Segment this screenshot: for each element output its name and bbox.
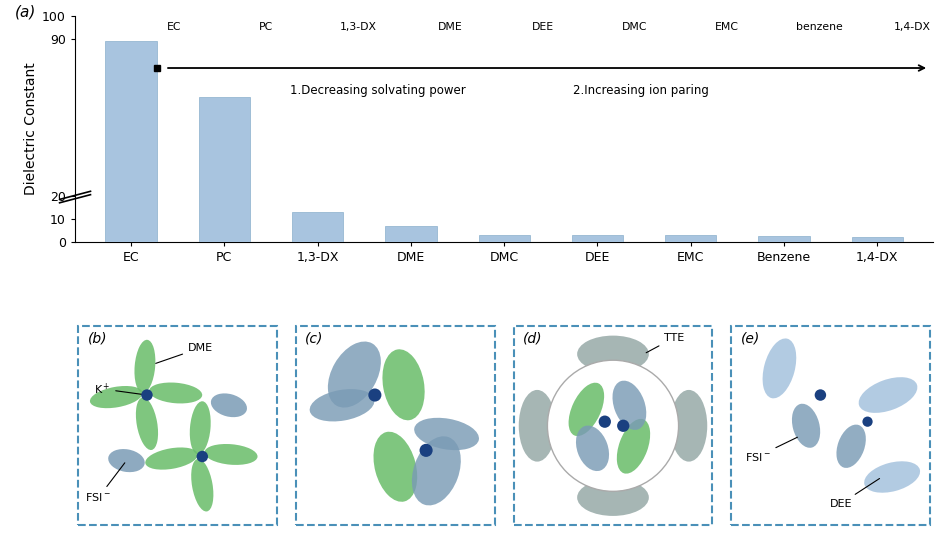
Ellipse shape: [108, 449, 144, 472]
Text: TTE: TTE: [646, 333, 685, 353]
Text: 1,3-DX: 1,3-DX: [340, 22, 377, 32]
Ellipse shape: [763, 338, 796, 398]
Circle shape: [369, 389, 382, 402]
Text: FSI$^-$: FSI$^-$: [745, 437, 797, 462]
FancyBboxPatch shape: [296, 327, 494, 525]
Text: (d): (d): [522, 331, 542, 345]
Ellipse shape: [577, 336, 649, 372]
Ellipse shape: [189, 401, 211, 454]
Bar: [292, 212, 343, 241]
Circle shape: [142, 389, 153, 401]
Circle shape: [419, 444, 432, 457]
Circle shape: [815, 389, 826, 401]
Bar: [759, 237, 809, 241]
Ellipse shape: [613, 381, 646, 430]
Ellipse shape: [837, 425, 866, 468]
Bar: [665, 235, 717, 241]
Text: (c): (c): [305, 331, 324, 345]
Text: PC: PC: [259, 22, 273, 32]
Text: (b): (b): [87, 331, 107, 345]
Ellipse shape: [383, 349, 425, 420]
Ellipse shape: [328, 342, 381, 407]
Circle shape: [862, 417, 872, 427]
Circle shape: [617, 420, 629, 432]
FancyBboxPatch shape: [79, 327, 277, 525]
Ellipse shape: [191, 459, 213, 512]
Text: DEE: DEE: [532, 22, 553, 32]
Ellipse shape: [671, 390, 707, 461]
Text: DMC: DMC: [622, 22, 648, 32]
Y-axis label: Dielectric Constant: Dielectric Constant: [24, 63, 38, 195]
Ellipse shape: [134, 340, 156, 393]
Text: K$^+$: K$^+$: [94, 381, 144, 397]
Bar: [478, 234, 530, 241]
Text: 1.Decreasing solvating power: 1.Decreasing solvating power: [290, 84, 465, 97]
Text: DME: DME: [438, 22, 463, 32]
Text: 2.Increasing ion paring: 2.Increasing ion paring: [573, 84, 709, 97]
Ellipse shape: [149, 383, 203, 404]
Text: (e): (e): [740, 331, 760, 345]
Ellipse shape: [864, 461, 920, 493]
Text: (a): (a): [15, 5, 37, 20]
Ellipse shape: [568, 383, 604, 436]
Ellipse shape: [415, 418, 479, 450]
Circle shape: [197, 451, 208, 462]
Bar: [105, 41, 157, 241]
Ellipse shape: [576, 426, 609, 471]
Ellipse shape: [519, 390, 555, 461]
Bar: [199, 98, 250, 241]
Text: FSI$^-$: FSI$^-$: [85, 463, 125, 503]
Text: DEE: DEE: [829, 479, 880, 509]
FancyBboxPatch shape: [732, 327, 930, 525]
Text: EMC: EMC: [716, 22, 739, 32]
Text: EC: EC: [166, 22, 181, 32]
Circle shape: [598, 416, 611, 428]
Ellipse shape: [577, 479, 649, 516]
Text: 1,4-DX: 1,4-DX: [893, 22, 930, 32]
Ellipse shape: [310, 389, 374, 421]
Ellipse shape: [617, 419, 650, 474]
Text: benzene: benzene: [796, 22, 843, 32]
Text: DME: DME: [156, 343, 213, 363]
Bar: [386, 226, 436, 241]
Ellipse shape: [90, 386, 143, 408]
Ellipse shape: [145, 447, 198, 469]
Ellipse shape: [792, 404, 820, 448]
Bar: [572, 235, 623, 241]
Bar: [852, 237, 903, 241]
Ellipse shape: [211, 393, 247, 417]
Ellipse shape: [136, 397, 159, 450]
Ellipse shape: [858, 377, 917, 413]
Circle shape: [548, 360, 678, 492]
Ellipse shape: [412, 436, 461, 506]
FancyBboxPatch shape: [514, 327, 712, 525]
Ellipse shape: [204, 444, 258, 465]
Ellipse shape: [373, 432, 417, 502]
